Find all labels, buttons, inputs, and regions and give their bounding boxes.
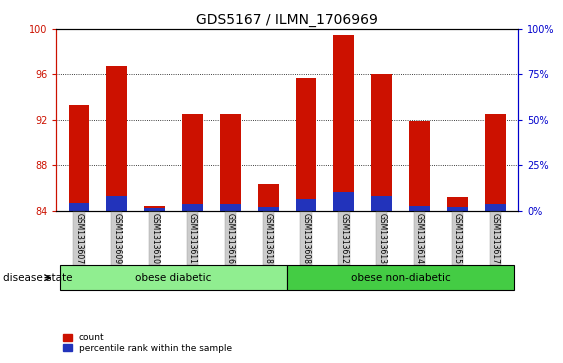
Bar (333, 192, 354, 211)
Bar (296, 78, 316, 211)
Text: GSM1313615: GSM1313615 (453, 213, 462, 264)
Bar (220, 114, 241, 211)
Text: GSM1313618: GSM1313618 (263, 213, 272, 264)
Text: obese non-diabetic: obese non-diabetic (351, 273, 450, 283)
Bar (485, 114, 506, 211)
Bar (296, 199, 316, 211)
Text: GSM1313613: GSM1313613 (377, 213, 386, 264)
Title: GDS5167 / ILMN_1706969: GDS5167 / ILMN_1706969 (196, 13, 378, 26)
Text: GSM1313614: GSM1313614 (415, 213, 424, 264)
Bar (182, 114, 203, 211)
Bar (287, 265, 514, 290)
Text: GSM1313612: GSM1313612 (339, 213, 348, 264)
Text: GSM1313610: GSM1313610 (150, 213, 159, 264)
Text: GSM1313607: GSM1313607 (74, 213, 83, 264)
Bar (258, 207, 279, 211)
Bar (258, 184, 279, 211)
Bar (60, 265, 287, 290)
Text: disease state: disease state (3, 273, 72, 283)
Legend: count, percentile rank within the sample: count, percentile rank within the sample (61, 331, 234, 355)
Text: GSM1313617: GSM1313617 (491, 213, 500, 264)
Bar (182, 204, 203, 211)
Bar (372, 74, 392, 211)
Bar (409, 121, 430, 211)
Bar (447, 197, 468, 211)
Text: GSM1313616: GSM1313616 (226, 213, 235, 264)
Bar (372, 196, 392, 211)
Bar (144, 206, 165, 211)
Text: GSM1313608: GSM1313608 (302, 213, 311, 264)
Bar (485, 204, 506, 211)
Bar (333, 35, 354, 211)
Bar (447, 207, 468, 211)
Bar (106, 66, 127, 211)
Bar (144, 208, 165, 211)
Bar (106, 196, 127, 211)
Text: GSM1313609: GSM1313609 (113, 213, 122, 264)
Bar (220, 204, 241, 211)
Bar (409, 206, 430, 211)
Text: GSM1313611: GSM1313611 (188, 213, 197, 264)
Bar (69, 203, 90, 211)
Text: obese diabetic: obese diabetic (136, 273, 212, 283)
Bar (69, 105, 90, 211)
